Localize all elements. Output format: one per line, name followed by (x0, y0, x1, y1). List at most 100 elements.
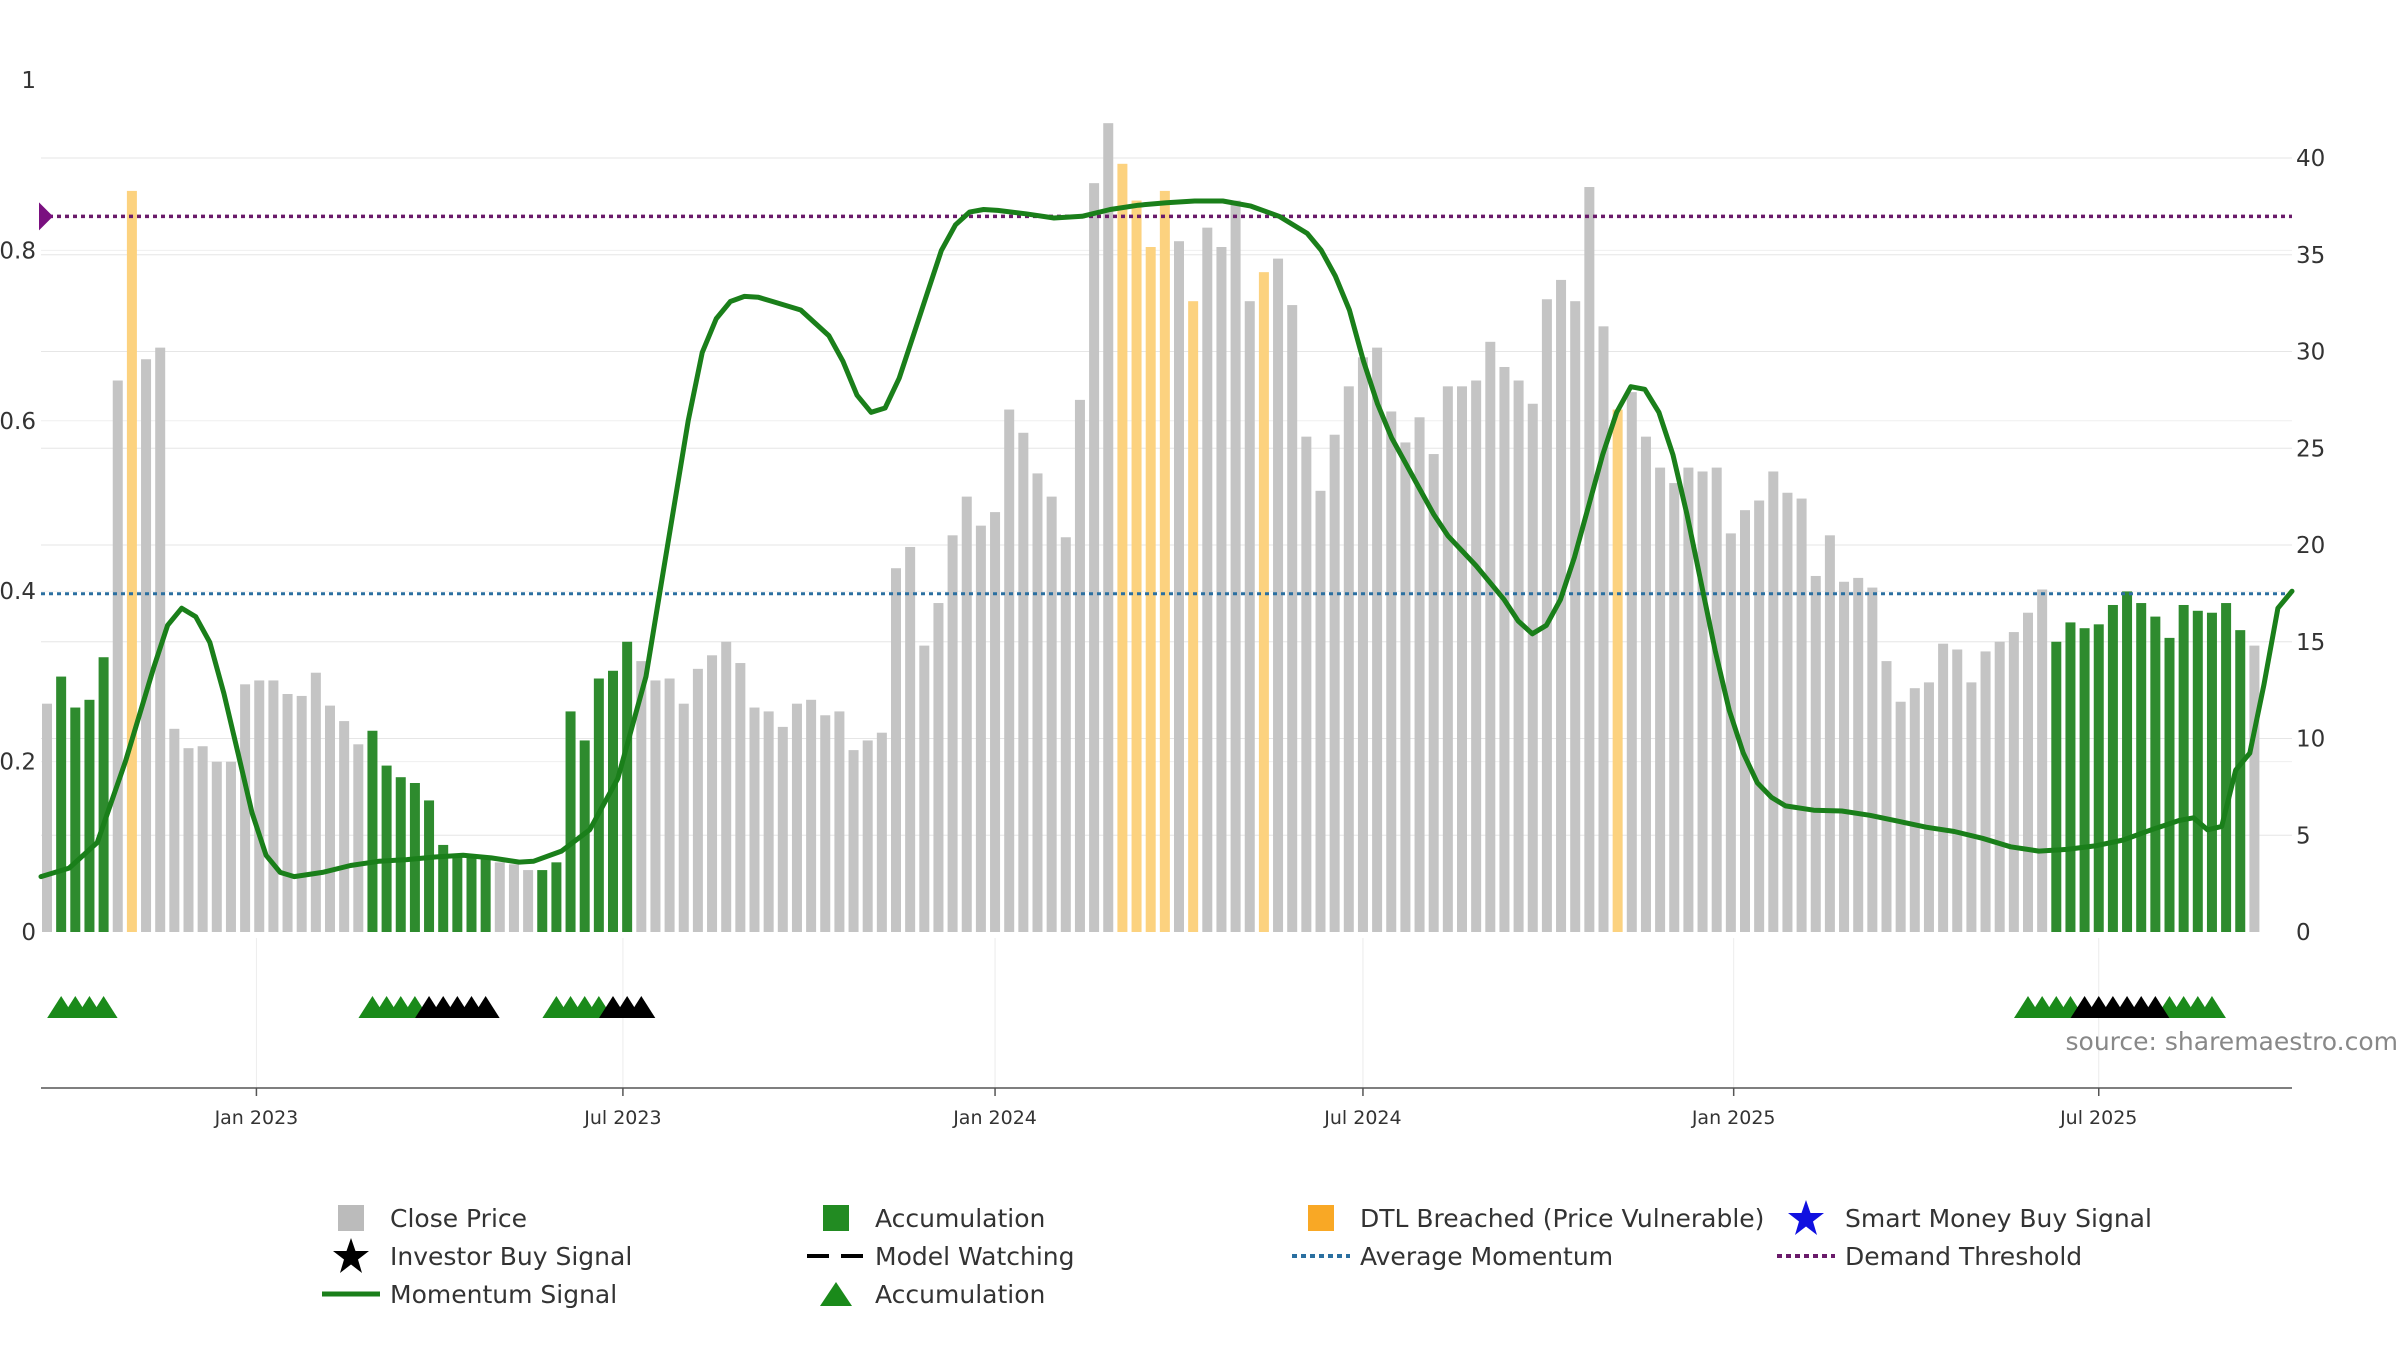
close-price-bar (1556, 279, 1567, 932)
accumulation-bar (2150, 616, 2161, 932)
close-price-bar (1442, 386, 1453, 933)
close-price-bar (1725, 533, 1736, 932)
legend-label: Momentum Signal (390, 1279, 618, 1309)
accumulation-bar (551, 862, 562, 932)
close-price-bar (141, 359, 152, 932)
left-axis-tick-label: 0.4 (0, 579, 36, 605)
close-price-bar (1414, 417, 1425, 932)
close-price-bar (282, 693, 293, 932)
blue-star-icon (1788, 1200, 1824, 1235)
legend-investor-buy: Investor Buy Signal (320, 1238, 632, 1274)
close-price-bar (1202, 227, 1213, 932)
close-price-bar (1754, 500, 1765, 932)
close-price-bar (523, 870, 534, 932)
legend-label: Average Momentum (1360, 1241, 1614, 1271)
close-price-bar (1853, 577, 1864, 932)
close-price-bar (749, 707, 760, 932)
close-price-bar (1060, 537, 1071, 932)
close-price-bar (1768, 471, 1779, 932)
accumulation-marker (89, 996, 118, 1018)
close-price-bar (961, 496, 972, 932)
accumulation-bar (2122, 591, 2133, 932)
close-price-bar (1570, 301, 1581, 932)
black-star-icon (333, 1238, 369, 1273)
dtl-breached-bar (1117, 163, 1128, 932)
close-price-bar (1457, 386, 1467, 933)
close-price-bar (650, 680, 661, 932)
accumulation-bar (2221, 603, 2232, 932)
right-axis-tick-label: 25 (2296, 436, 2325, 462)
orange-square-icon (1308, 1205, 1334, 1231)
accumulation-bar (466, 854, 477, 932)
close-price-bar (947, 535, 958, 932)
close-price-bar (1343, 386, 1354, 933)
momentum-signal-line (38, 198, 2295, 880)
left-axis-tick-label: 0.8 (0, 238, 36, 264)
close-price-bar (1329, 434, 1340, 932)
accumulation-marker (2197, 996, 2226, 1018)
legend-model-watching: Model Watching (805, 1238, 1075, 1274)
green-triangle-icon (820, 1282, 852, 1306)
close-price-bar (1287, 305, 1298, 932)
left-axis-tick-label: 0.2 (0, 750, 36, 776)
close-price-bar (806, 699, 817, 932)
close-price-bar (1301, 436, 1312, 932)
dtl-breached-bar (1131, 200, 1142, 932)
close-price-bar (1994, 641, 2005, 932)
close-price-bar (1032, 473, 1043, 932)
left-axis-tick-label: 0.6 (0, 409, 36, 435)
green-line-icon (322, 1291, 380, 1297)
close-price-bar (183, 748, 194, 932)
accumulation-bar (395, 777, 406, 932)
close-price-bar (2023, 612, 2033, 932)
close-price-bar (268, 680, 279, 932)
legend-average-momentum: Average Momentum (1290, 1238, 1613, 1274)
accumulation-bar (438, 844, 449, 932)
legend-demand-threshold: Demand Threshold (1775, 1238, 2082, 1274)
close-price-bar (296, 695, 307, 932)
accumulation-bar (2107, 604, 2118, 932)
close-price-bar (1499, 366, 1510, 933)
close-price-bar (254, 680, 265, 932)
close-price-bar (1485, 341, 1496, 932)
close-price-bar (636, 661, 647, 932)
dtl-breached-bar (1159, 190, 1170, 932)
investor-buy-marker (471, 996, 500, 1018)
close-price-bar (1895, 701, 1906, 932)
close-price-bar (707, 655, 718, 932)
close-price-bar (678, 703, 689, 932)
close-price-bar (1796, 498, 1807, 932)
close-price-bar (1909, 688, 1920, 932)
right-axis-tick-label: 15 (2296, 630, 2325, 656)
legend-accumulation-bars: Accumulation (805, 1200, 1045, 1236)
close-price-bar (1980, 651, 1991, 932)
green-square-icon (823, 1205, 849, 1231)
close-price-bar (1471, 380, 1482, 932)
right-axis-tick-label: 10 (2296, 727, 2325, 753)
accumulation-bar (2136, 603, 2147, 932)
legend-accumulation-markers: Accumulation (805, 1276, 1045, 1312)
close-price-bar (1074, 399, 1085, 932)
close-price-bar (1244, 301, 1255, 932)
accumulation-bar (2065, 622, 2076, 932)
close-price-bar (1089, 183, 1100, 932)
legend-label: Accumulation (875, 1279, 1046, 1309)
close-price-bar (325, 705, 335, 932)
accumulation-bar (70, 707, 81, 932)
close-price-bar (1697, 471, 1708, 932)
close-price-bar (240, 684, 251, 932)
close-price-bar (905, 546, 916, 932)
close-price-bar (919, 645, 930, 932)
legend-label: Accumulation (875, 1203, 1046, 1233)
legend-label: Investor Buy Signal (390, 1241, 633, 1271)
legend-close-price: Close Price (320, 1200, 527, 1236)
close-price-bar (1315, 490, 1326, 932)
close-price-bar (1584, 187, 1595, 932)
close-price-bar (933, 603, 944, 932)
accumulation-bar (2164, 637, 2175, 932)
accumulation-bar (2079, 628, 2090, 932)
close-price-bar (990, 512, 1001, 932)
close-price-bar (1640, 436, 1651, 932)
blue-dotted-line-icon (1292, 1254, 1350, 1258)
